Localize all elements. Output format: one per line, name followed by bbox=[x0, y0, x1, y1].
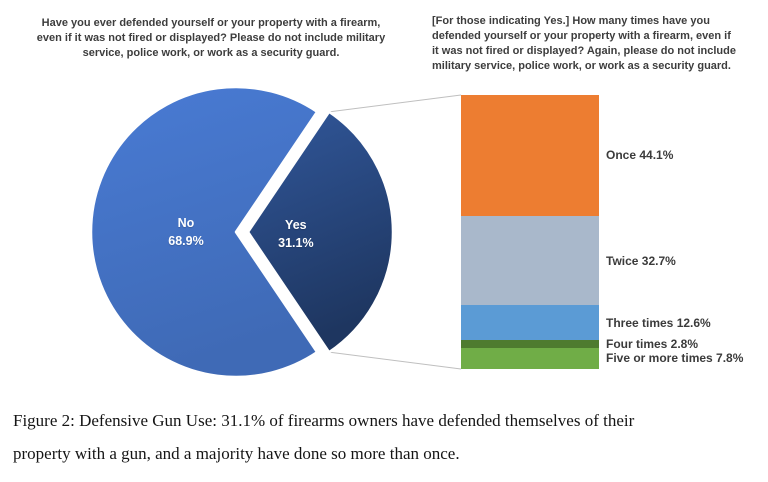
pie-label-no-value: 68.9% bbox=[168, 234, 204, 248]
bar-label-once: Once 44.1% bbox=[606, 148, 674, 163]
pie-label-no: No 68.9% bbox=[168, 214, 203, 250]
bar-segment-once bbox=[461, 95, 599, 216]
bar-segment-four-times bbox=[461, 339, 599, 348]
bar-label-three-times: Three times 12.6% bbox=[606, 315, 711, 330]
bar-segment-twice bbox=[461, 215, 599, 306]
pie-chart-canvas bbox=[89, 85, 462, 379]
series-connector-line-bottom bbox=[329, 351, 462, 370]
bar-title-line-3: it was not fired or displayed? Again, pl… bbox=[432, 45, 736, 57]
pie-slice-yes bbox=[246, 110, 395, 354]
stacked-bar-column bbox=[461, 95, 599, 369]
pie-slice-no bbox=[89, 85, 319, 379]
bar-title-line-4: military service, police work, or work a… bbox=[432, 60, 731, 72]
figure-caption-line-2: property with a gun, and a majority have… bbox=[13, 444, 460, 463]
pie-title-line-2: even if it was not fired or displayed? P… bbox=[36, 32, 386, 44]
bar-label-four-times: Four times 2.8% bbox=[606, 336, 699, 351]
figure-caption-line-1: Figure 2: Defensive Gun Use: 31.1% of fi… bbox=[13, 411, 635, 430]
series-connector-line-top bbox=[329, 94, 462, 113]
bar-segment-three-times bbox=[461, 305, 599, 340]
pie-title-line-1: Have you ever defended yourself or your … bbox=[41, 17, 381, 29]
pie-question-title: Have you ever defended yourself or your … bbox=[28, 16, 394, 61]
figure-caption: Figure 2: Defensive Gun Use: 31.1% of fi… bbox=[13, 404, 763, 470]
pie-label-yes-value: 31.1% bbox=[278, 236, 314, 250]
bar-title-line-1: [For those indicating Yes.] How many tim… bbox=[432, 15, 710, 27]
pie-title-line-3: service, police work, or work as a secur… bbox=[82, 47, 340, 59]
bar-segment-five-or-more-times bbox=[461, 347, 599, 369]
pie-label-no-category: No bbox=[177, 216, 195, 230]
bar-question-title: [For those indicating Yes.] How many tim… bbox=[432, 14, 748, 74]
pie-label-yes-category: Yes bbox=[285, 218, 307, 232]
bar-label-five-or-more-times: Five or more times 7.8% bbox=[606, 351, 744, 366]
pie-label-yes: Yes 31.1% bbox=[278, 216, 313, 252]
bar-title-line-2: defended yourself or your property with … bbox=[432, 30, 731, 42]
bar-label-twice: Twice 32.7% bbox=[606, 253, 676, 268]
